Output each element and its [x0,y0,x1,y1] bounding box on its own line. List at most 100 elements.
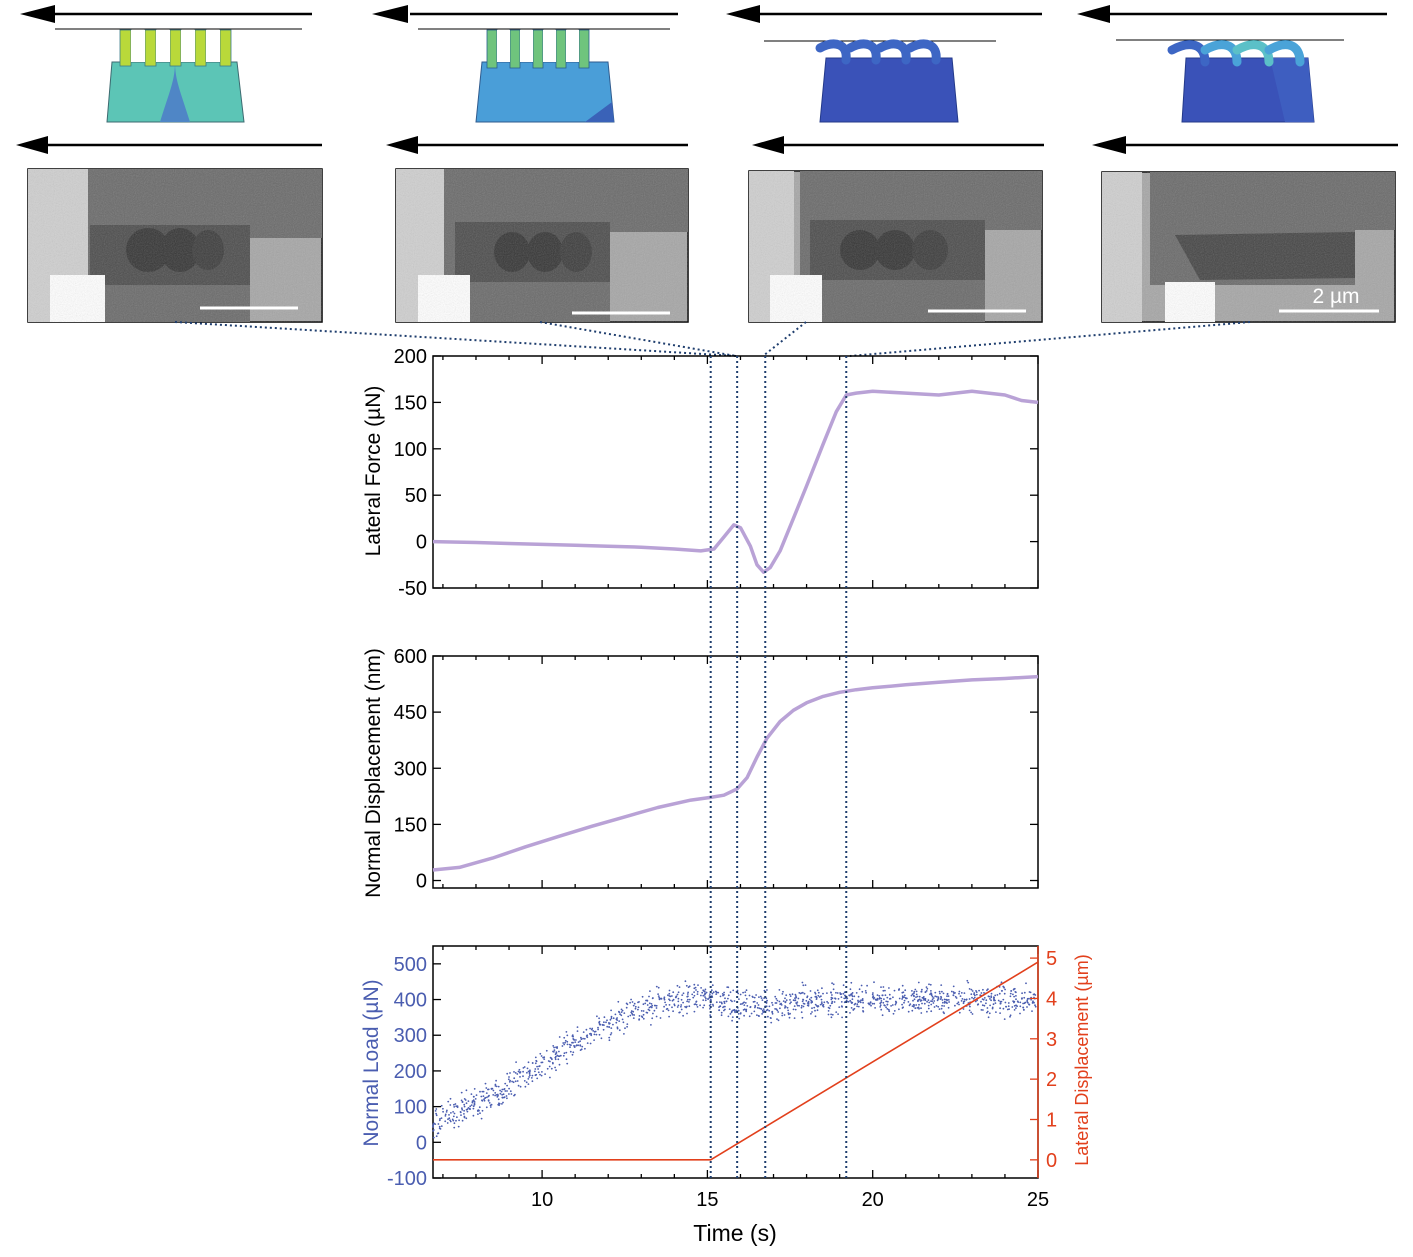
normal-load-point [717,991,720,994]
normal-load-point [481,1090,484,1093]
normal-load-point [794,1008,797,1011]
normal-load-point [809,990,812,992]
normal-load-point [942,1001,944,1004]
normal-load-point [703,993,706,996]
normal-load-point [608,1026,611,1028]
normal-load-point [752,996,754,998]
normal-load-point [554,1058,557,1061]
normal-load-point [685,984,688,987]
normal-load-point [738,1017,741,1020]
normal-load-point [730,1011,733,1014]
micrograph-3 [748,170,1043,323]
normal-load-point [618,1029,621,1032]
normal-load-point [976,1003,979,1006]
normal-load-point [874,998,877,1001]
normal-load-point [621,1009,624,1012]
normal-load-point [553,1051,555,1053]
normal-load-point [915,996,917,998]
normal-load-point [837,998,840,1000]
normal-load-point [952,994,955,997]
normal-load-point [453,1126,456,1129]
normal-load-point [861,999,864,1002]
normal-load-point [663,997,666,1000]
x-tick-label: 20 [862,1189,884,1211]
normal-load-point [460,1091,463,1094]
normal-load-point [435,1114,438,1117]
normal-load-point [668,989,671,992]
normal-load-point [536,1065,538,1068]
normal-load-point [880,997,883,1000]
normal-load-point [565,1031,568,1033]
normal-load-point [483,1098,485,1101]
normal-load-point [920,1007,922,1010]
normal-load-point [622,1021,625,1024]
normal-load-point [739,993,742,996]
normal-load-point [931,995,934,998]
normal-load-point [851,998,854,1001]
normal-load-point [857,1001,860,1003]
normal-load-point [736,989,739,992]
normal-load-point [592,1030,595,1032]
normal-load-point [778,989,781,991]
normal-load-point [440,1125,443,1127]
panel1-ylabel: Lateral Force (µN) [362,386,385,557]
normal-load-point [946,999,948,1002]
normal-load-point [746,1005,749,1007]
normal-load-point [503,1088,505,1091]
normal-load-point [826,992,828,994]
normal-load-point [780,1004,783,1006]
normal-load-point [975,990,977,992]
normal-load-point [911,990,913,992]
normal-load-point [501,1093,503,1096]
normal-load-point [602,1028,605,1031]
normal-load-point [956,1002,959,1005]
normal-load-point [646,1004,649,1006]
panel2-ylabel: Normal Displacement (nm) [362,648,385,898]
normal-load-point [723,991,725,994]
normal-load-point [811,1011,813,1013]
normal-load-point [982,988,984,991]
normal-load-point [653,1009,656,1012]
normal-load-point [716,991,718,994]
normal-load-point [719,1001,721,1003]
y-tick-label: 600 [394,646,427,668]
normal-load-point [1022,1002,1024,1005]
normal-load-point [857,995,860,998]
normal-load-point [1022,1008,1025,1011]
normal-load-point [658,996,661,999]
normal-load-point [883,998,885,1000]
normal-load-point [800,1006,803,1009]
normal-load-point [988,1012,991,1015]
y-tick-label-right: 5 [1046,948,1057,970]
normal-load-point [871,1002,874,1005]
normal-load-point [872,992,874,994]
normal-load-point [482,1090,485,1093]
normal-load-point [686,993,689,995]
normal-load-point [668,1004,671,1006]
normal-load-point [784,1001,787,1004]
normal-load-point [531,1062,534,1064]
normal-load-point [785,994,788,997]
normal-load-point [1003,1018,1006,1020]
normal-load-point [527,1083,530,1085]
normal-load-point [843,1001,846,1004]
normal-load-point [835,991,837,994]
normal-load-point [886,1008,889,1010]
normal-load-point [973,992,976,994]
normal-load-point [817,994,820,997]
normal-load-point [1023,996,1026,999]
normal-load-point [913,990,916,993]
normal-load-point [534,1062,537,1065]
normal-load-point [497,1098,500,1101]
normal-load-point [473,1088,476,1090]
normal-load-point [463,1109,465,1112]
normal-load-point [695,1000,698,1003]
normal-load-point [774,1002,777,1004]
normal-load-point [757,1004,760,1006]
normal-load-point [832,988,835,991]
normal-load-point [782,990,784,993]
normal-load-point [970,1011,972,1014]
normal-load-point [943,998,946,1001]
normal-load-point [943,1005,945,1007]
normal-load-point [575,1039,577,1041]
